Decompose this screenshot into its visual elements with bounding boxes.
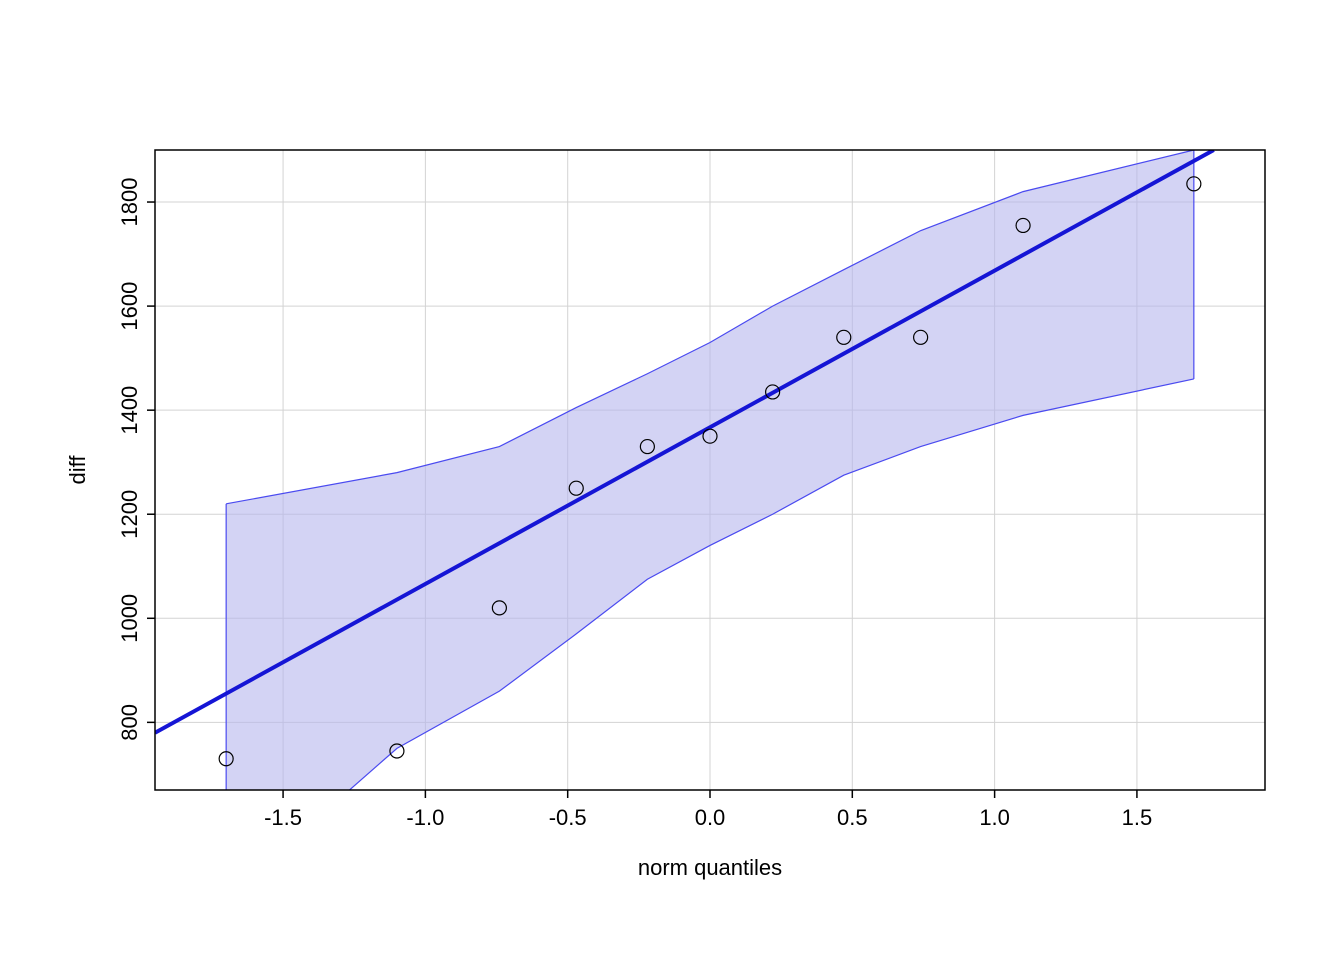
- x-tick-label: 1.0: [979, 805, 1010, 830]
- y-tick-label: 1800: [117, 178, 142, 227]
- chart-svg: -1.5 -1.0 -0.5 0.0 0.5 1.0 1.5 800 1000 1200 1400 1…: [0, 0, 1344, 960]
- x-tick-label: 1.5: [1122, 805, 1153, 830]
- y-tick-label: 1200: [117, 490, 142, 539]
- x-axis-label: norm quantiles: [638, 855, 782, 880]
- y-axis-label: diff: [65, 455, 90, 485]
- x-tick-label: -0.5: [549, 805, 587, 830]
- y-tick-label: 1000: [117, 594, 142, 643]
- x-tick-label: 0.0: [695, 805, 726, 830]
- y-tick-label: 1600: [117, 282, 142, 331]
- x-tick-label: 0.5: [837, 805, 868, 830]
- x-tick-label: -1.5: [264, 805, 302, 830]
- x-tick-label: -1.0: [406, 805, 444, 830]
- qq-plot-chart: -1.5 -1.0 -0.5 0.0 0.5 1.0 1.5 800 1000 1200 1400 1…: [0, 0, 1344, 960]
- y-tick-label: 800: [117, 704, 142, 741]
- y-tick-label: 1400: [117, 386, 142, 435]
